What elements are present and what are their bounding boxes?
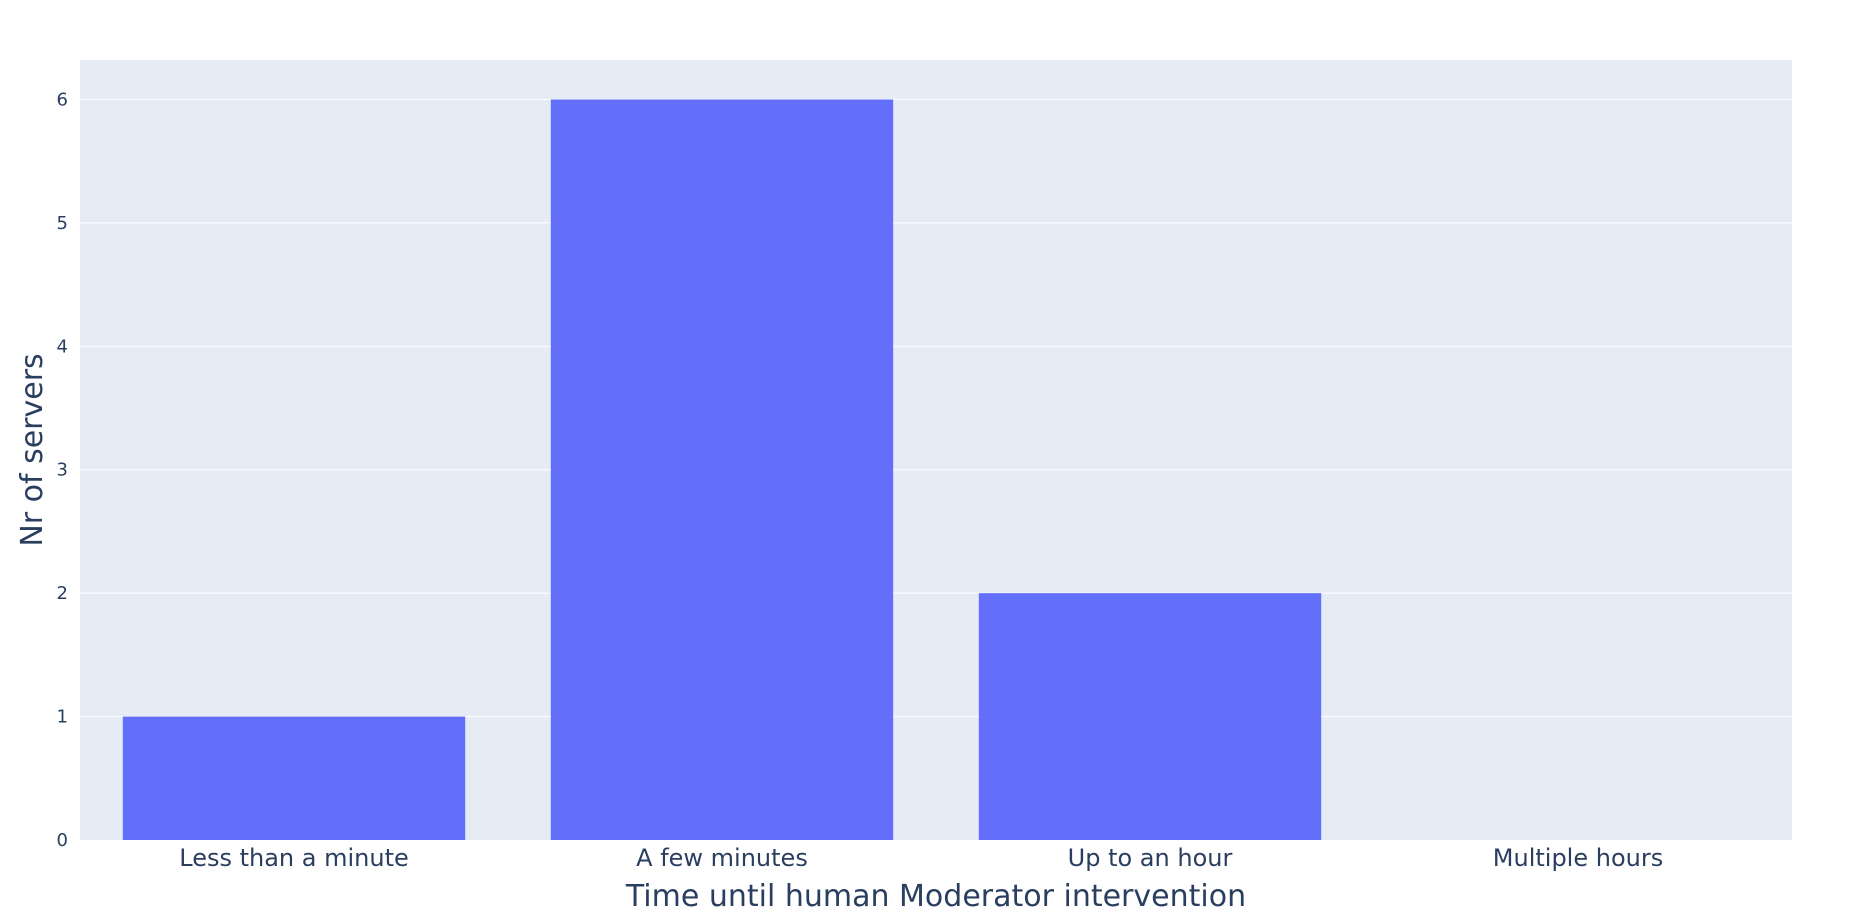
bar bbox=[122, 716, 466, 840]
x-tick-label: A few minutes bbox=[636, 844, 808, 872]
y-tick-label: 3 bbox=[57, 460, 68, 481]
y-tick-label: 2 bbox=[57, 583, 68, 604]
bar bbox=[978, 593, 1322, 840]
y-tick-labels: 0 1 2 3 4 5 6 bbox=[57, 89, 68, 851]
y-tick-label: 4 bbox=[57, 336, 68, 357]
x-axis-title: Time until human Moderator intervention bbox=[625, 879, 1246, 914]
y-tick-label: 5 bbox=[57, 213, 68, 234]
x-tick-label: Up to an hour bbox=[1068, 844, 1233, 872]
x-tick-label: Multiple hours bbox=[1493, 844, 1663, 872]
plot-background bbox=[80, 60, 1792, 840]
y-tick-label: 6 bbox=[57, 89, 68, 110]
bar bbox=[550, 99, 894, 841]
x-tick-labels: Less than a minute A few minutes Up to an … bbox=[179, 844, 1663, 872]
x-tick-label: Less than a minute bbox=[179, 844, 409, 872]
bars bbox=[122, 99, 1322, 841]
y-tick-label: 1 bbox=[57, 707, 68, 728]
y-tick-label: 0 bbox=[57, 830, 68, 851]
y-axis-title: Nr of servers bbox=[15, 353, 50, 546]
